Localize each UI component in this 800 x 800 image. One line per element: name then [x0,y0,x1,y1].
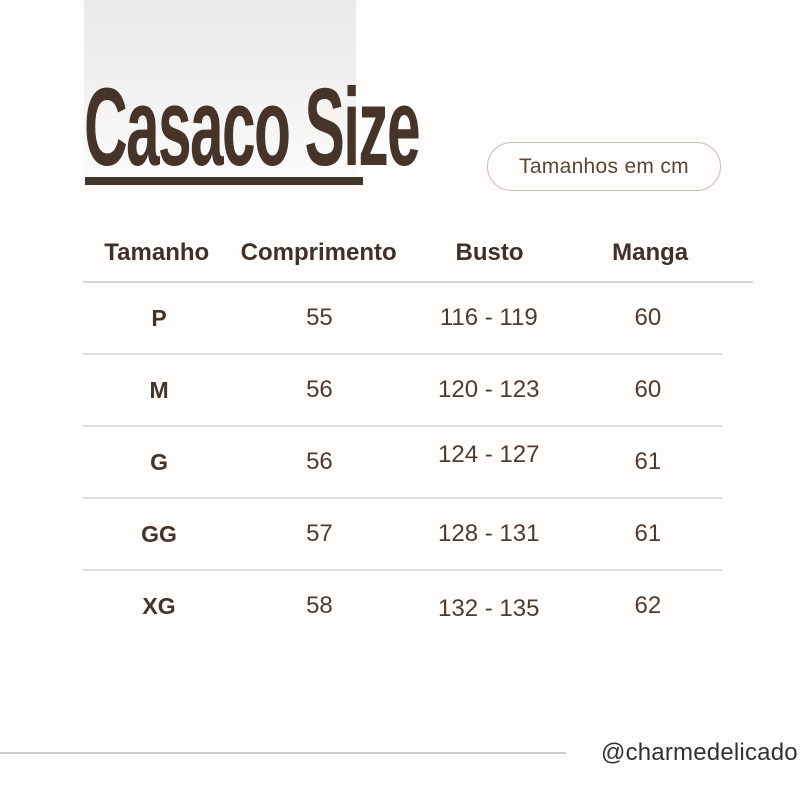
table-row: G 56 124 - 127 61 [83,427,722,499]
page-title: Casaco Size [84,66,421,189]
column-header-manga: Manga [612,238,689,266]
manga-value: 61 [634,448,662,475]
top-gradient-decoration [84,0,356,192]
busto-value: 132 - 135 [438,595,540,622]
comprimento-value: 56 [306,376,333,403]
comprimento-value: 58 [306,592,333,619]
social-handle: @charmedelicado [601,739,798,766]
table-row: GG 57 128 - 131 61 [83,499,722,571]
busto-value: 116 - 119 [439,304,538,331]
size-label: M [149,376,169,403]
column-header-comprimento: Comprimento [240,238,397,266]
column-header-tamanho: Tamanho [104,238,210,266]
table-row: P 55 116 - 119 60 [83,283,722,355]
size-label: P [151,304,167,331]
manga-value: 60 [634,376,662,403]
size-label: XG [142,592,176,619]
units-badge-label: Tamanhos em cm [519,154,689,178]
units-badge: Tamanhos em cm [487,142,721,191]
manga-value: 61 [634,520,662,547]
busto-value: 128 - 131 [438,520,540,547]
size-label: G [150,448,168,475]
footer-divider-line [0,752,566,754]
busto-value: 120 - 123 [438,376,540,403]
size-table: Tamanho Comprimento Busto Manga P 55 116… [80,222,753,641]
comprimento-value: 55 [306,304,333,331]
title-underline [85,177,363,185]
table-header-row: Tamanho Comprimento Busto Manga [80,222,753,283]
size-label: GG [141,520,177,547]
column-header-busto: Busto [455,238,524,266]
table-row: XG 58 132 - 135 62 [83,571,722,641]
manga-value: 60 [634,304,662,331]
table-row: M 56 120 - 123 60 [83,355,722,427]
comprimento-value: 56 [306,448,333,475]
busto-value: 124 - 127 [438,441,540,468]
comprimento-value: 57 [306,520,333,547]
manga-value: 62 [634,592,662,619]
